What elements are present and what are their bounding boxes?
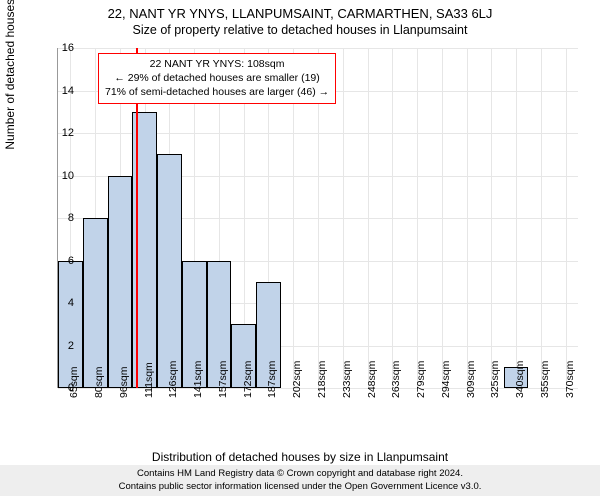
grid-line-v xyxy=(442,48,443,388)
y-tick-label: 10 xyxy=(44,170,74,182)
footer: Contains HM Land Registry data © Crown c… xyxy=(0,465,600,496)
grid-line-v xyxy=(343,48,344,388)
histogram-bar xyxy=(157,154,182,388)
grid-line-v xyxy=(491,48,492,388)
histogram-bar xyxy=(83,218,108,388)
y-tick-label: 8 xyxy=(44,212,74,224)
y-tick-label: 2 xyxy=(44,340,74,352)
grid-line-v xyxy=(467,48,468,388)
chart-title-main: 22, NANT YR YNYS, LLANPUMSAINT, CARMARTH… xyxy=(0,0,600,21)
y-tick-label: 4 xyxy=(44,297,74,309)
footer-line2: Contains public sector information licen… xyxy=(0,481,600,493)
footer-line1: Contains HM Land Registry data © Crown c… xyxy=(0,468,600,480)
y-tick-label: 14 xyxy=(44,85,74,97)
grid-line-v xyxy=(566,48,567,388)
y-tick-label: 6 xyxy=(44,255,74,267)
plot-area: 22 NANT YR YNYS: 108sqm← 29% of detached… xyxy=(58,48,578,388)
y-tick-label: 16 xyxy=(44,42,74,54)
histogram-bar xyxy=(108,176,133,389)
y-tick-label: 12 xyxy=(44,127,74,139)
grid-line-v xyxy=(368,48,369,388)
chart-container: 22, NANT YR YNYS, LLANPUMSAINT, CARMARTH… xyxy=(0,0,600,500)
x-axis-label: Distribution of detached houses by size … xyxy=(0,450,600,464)
grid-line-v xyxy=(392,48,393,388)
annotation-line2: ← 29% of detached houses are smaller (19… xyxy=(105,71,329,85)
annotation-line3: 71% of semi-detached houses are larger (… xyxy=(105,85,329,99)
grid-line-v xyxy=(417,48,418,388)
grid-line-v xyxy=(516,48,517,388)
grid-line-v xyxy=(541,48,542,388)
annotation-line1: 22 NANT YR YNYS: 108sqm xyxy=(105,57,329,71)
y-axis-label: Number of detached houses xyxy=(3,0,17,150)
chart-title-sub: Size of property relative to detached ho… xyxy=(0,21,600,37)
annotation-box: 22 NANT YR YNYS: 108sqm← 29% of detached… xyxy=(98,53,336,104)
